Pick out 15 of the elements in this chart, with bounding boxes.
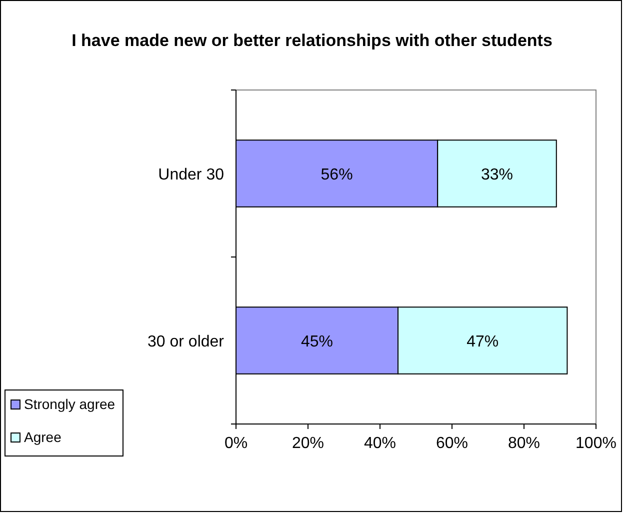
data-label: 45% bbox=[300, 334, 334, 350]
x-tick-label: 80% bbox=[508, 435, 540, 452]
x-tick-label: 0% bbox=[224, 435, 248, 452]
data-label: 33% bbox=[480, 166, 514, 184]
x-tick-label: 60% bbox=[436, 435, 468, 452]
y-tick-label: 30 or older bbox=[148, 334, 225, 350]
y-tick-label: Under 30 bbox=[158, 166, 224, 184]
chart-title: I have made new or better relationships with other students bbox=[72, 31, 552, 50]
data-label: 47% bbox=[466, 334, 499, 350]
x-tick-label: 20% bbox=[292, 435, 324, 452]
data-label: 56% bbox=[320, 166, 353, 184]
legend-label: Strongly agree bbox=[24, 396, 116, 412]
x-tick-label: 100% bbox=[576, 435, 616, 452]
x-tick-label: 40% bbox=[364, 435, 396, 452]
legend-label: Agree bbox=[24, 429, 62, 445]
